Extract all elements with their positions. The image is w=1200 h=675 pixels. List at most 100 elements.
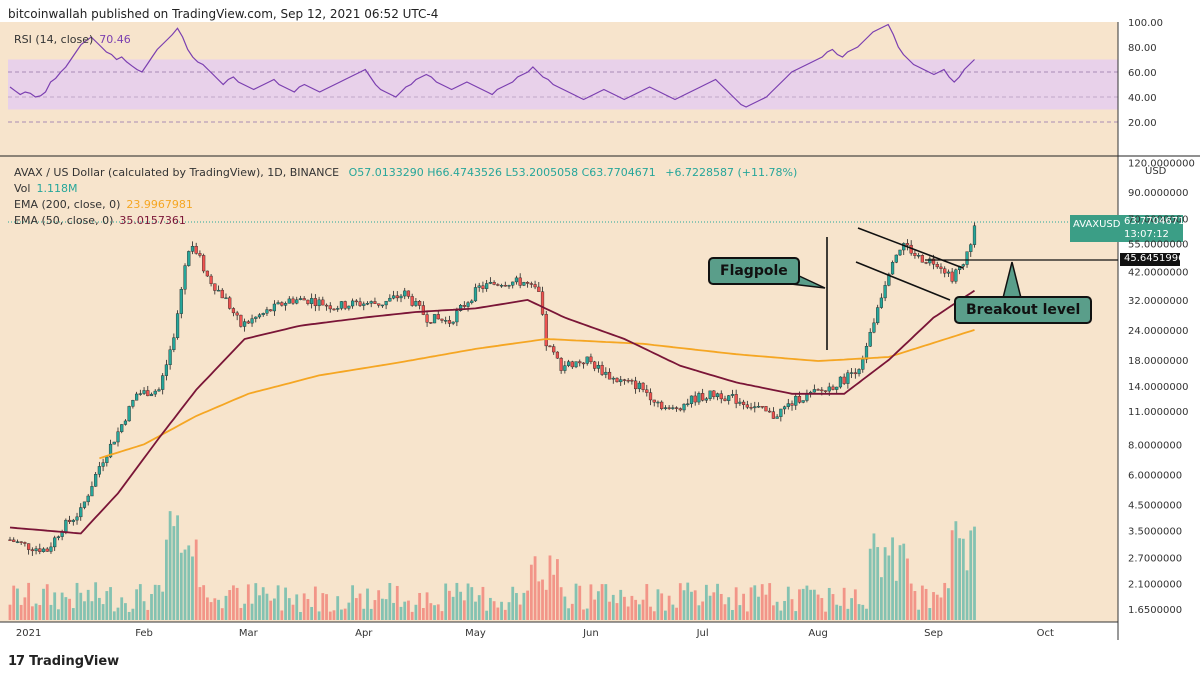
volume-bar — [604, 584, 608, 620]
candle-body — [969, 244, 973, 252]
candle-body — [369, 301, 373, 304]
candle-body — [570, 361, 574, 368]
volume-bar — [637, 604, 641, 620]
candle-body — [738, 401, 742, 404]
candle-body — [71, 519, 75, 522]
candle-body — [310, 298, 314, 304]
candle-body — [797, 396, 802, 403]
volume-bar — [883, 547, 887, 620]
volume-bar — [280, 610, 284, 620]
price-tick-label: 6.0000000 — [1128, 470, 1182, 481]
volume-value: 1.118M — [36, 182, 78, 195]
volume-bar — [891, 537, 894, 620]
publish-info: bitcoinwallah published on TradingView.c… — [8, 7, 439, 21]
volume-bar — [291, 604, 295, 620]
volume-bar — [232, 585, 235, 620]
candle-body — [146, 390, 150, 397]
volume-bar — [734, 587, 738, 620]
candle-body — [455, 310, 459, 323]
breakout-price-value: 45.6451996 — [1124, 253, 1185, 264]
volume-bar — [686, 582, 690, 620]
candle-body — [231, 308, 236, 314]
volume-bar — [507, 602, 511, 620]
volume-legend: Vol 1.118M — [14, 182, 77, 195]
volume-bar — [790, 599, 794, 620]
candle-body — [246, 321, 250, 324]
candle-body — [898, 249, 902, 256]
volume-bar — [812, 589, 816, 620]
candle-body — [108, 443, 113, 458]
time-tick-label: 2021 — [16, 628, 41, 639]
candle-body — [161, 375, 165, 390]
candle-body — [23, 542, 27, 544]
candle-body — [838, 376, 843, 388]
volume-bar — [45, 584, 49, 620]
candle-body — [507, 285, 511, 287]
volume-bar — [656, 589, 660, 620]
volume-bar — [675, 607, 678, 620]
volume-bar — [731, 609, 734, 620]
candle-body — [41, 548, 46, 552]
candle-body — [749, 407, 753, 409]
volume-bar — [124, 603, 127, 620]
time-tick-label: Jun — [582, 628, 599, 639]
volume-bar — [939, 597, 943, 620]
candle-body — [499, 285, 504, 287]
volume-bar — [541, 579, 544, 620]
candle-body — [190, 246, 195, 252]
volume-bar — [217, 599, 220, 620]
volume-bar — [64, 597, 68, 620]
volume-bar — [165, 539, 168, 620]
volume-bar — [816, 594, 820, 620]
candle-body — [179, 289, 183, 314]
candle-body — [559, 357, 563, 371]
candle-body — [496, 284, 500, 286]
candle-body — [574, 361, 578, 368]
price-tick-label: 4.5000000 — [1128, 500, 1182, 511]
candle-body — [403, 290, 407, 297]
volume-bar — [254, 583, 258, 620]
time-tick-label: Jul — [696, 628, 709, 639]
candle-body — [619, 379, 623, 383]
candle-body — [485, 283, 489, 289]
candle-body — [27, 543, 31, 550]
candle-body — [470, 300, 474, 303]
candle-body — [261, 313, 265, 315]
volume-bar — [965, 570, 969, 620]
volume-bar — [410, 611, 414, 620]
price-tick-label: 42.0000000 — [1128, 268, 1188, 279]
volume-bar — [760, 584, 764, 620]
candle-body — [239, 314, 243, 327]
candle-body — [831, 386, 835, 390]
volume-bar — [79, 592, 83, 620]
candle-body — [730, 394, 735, 396]
price-tick-label: 70.0000000 — [1128, 214, 1188, 225]
volume-bar — [846, 608, 850, 620]
symbol-title: AVAX / US Dollar (calculated by TradingV… — [14, 166, 340, 179]
candle-body — [637, 382, 641, 390]
candle-body — [224, 297, 228, 300]
volume-bar — [258, 595, 261, 620]
candle-body — [533, 284, 537, 288]
volume-bar — [876, 547, 880, 620]
price-tick-label: 1.6500000 — [1128, 605, 1182, 616]
candle-body — [917, 255, 921, 257]
candle-body — [399, 295, 403, 299]
price-axis-labels: 120.0000000 90.0000000 70.0000000 55.000000… — [1128, 158, 1195, 616]
candle-body — [228, 297, 232, 309]
candle-body — [946, 271, 951, 274]
volume-bar — [887, 555, 891, 620]
candle-body — [45, 548, 49, 552]
volume-bar — [786, 586, 790, 620]
volume-bar — [667, 595, 671, 620]
volume-bar — [179, 552, 183, 620]
candle-body — [801, 400, 805, 403]
candle-body — [94, 474, 98, 487]
candle-body — [112, 441, 116, 445]
ema200-value: 23.9967981 — [126, 198, 193, 211]
candles — [8, 222, 977, 556]
candle-body — [607, 371, 612, 380]
volume-bar — [708, 595, 712, 620]
candle-body — [350, 300, 355, 307]
candle-body — [131, 400, 135, 407]
